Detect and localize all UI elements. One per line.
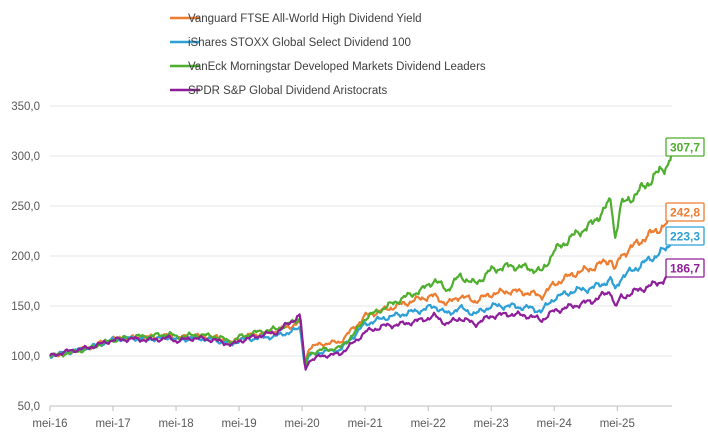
legend-label: VanEck Morningstar Developed Markets Div… bbox=[188, 61, 486, 73]
end-value-label: 242,8 bbox=[670, 206, 700, 220]
x-tick-label: mei-16 bbox=[32, 418, 67, 430]
x-tick-label: mei-22 bbox=[411, 418, 446, 430]
y-tick-label: 250,0 bbox=[11, 201, 40, 213]
end-value-label: 186,7 bbox=[670, 262, 700, 276]
end-value-label: 223,3 bbox=[670, 230, 700, 244]
y-tick-label: 50,0 bbox=[18, 401, 40, 413]
x-tick-label: mei-19 bbox=[222, 418, 257, 430]
end-label-box bbox=[665, 202, 705, 222]
series-line bbox=[49, 268, 675, 371]
y-tick-label: 350,0 bbox=[11, 101, 40, 113]
x-tick-label: mei-23 bbox=[474, 418, 509, 430]
end-label-box bbox=[665, 137, 705, 157]
y-tick-label: 100,0 bbox=[11, 351, 40, 363]
legend-label: SPDR S&P Global Dividend Aristocrats bbox=[188, 85, 387, 97]
end-label-box bbox=[665, 258, 705, 278]
series-lines bbox=[49, 144, 676, 371]
series-line bbox=[49, 232, 676, 369]
x-tick-label: mei-21 bbox=[348, 418, 383, 430]
end-value-label: 307,7 bbox=[670, 141, 700, 155]
series-line bbox=[49, 144, 675, 367]
x-tick-label: mei-18 bbox=[158, 418, 193, 430]
y-tick-label: 300,0 bbox=[11, 151, 40, 163]
legend: Vanguard FTSE All-World High Dividend Yi… bbox=[170, 13, 486, 97]
x-tick-label: mei-17 bbox=[95, 418, 130, 430]
x-axis: mei-16 mei-17 mei-18 mei-19 mei-20 mei-21 mei-… bbox=[32, 405, 672, 430]
y-tick-label: 150,0 bbox=[11, 301, 40, 313]
y-axis: 50,0 100,0 150,0 200,0 250,0 300,0 350,0 bbox=[11, 101, 40, 413]
grid-lines bbox=[50, 105, 672, 407]
legend-label: Vanguard FTSE All-World High Dividend Yi… bbox=[188, 13, 422, 25]
end-labels: 242,8 223,3 307,7 186,7 bbox=[665, 137, 705, 278]
x-tick-label: mei-24 bbox=[537, 418, 573, 430]
end-label-box bbox=[665, 226, 705, 246]
legend-label: iShares STOXX Global Select Dividend 100 bbox=[188, 37, 411, 49]
y-tick-label: 200,0 bbox=[11, 251, 40, 263]
x-tick-label: mei-20 bbox=[285, 418, 320, 430]
x-tick-label: mei-25 bbox=[600, 418, 635, 430]
